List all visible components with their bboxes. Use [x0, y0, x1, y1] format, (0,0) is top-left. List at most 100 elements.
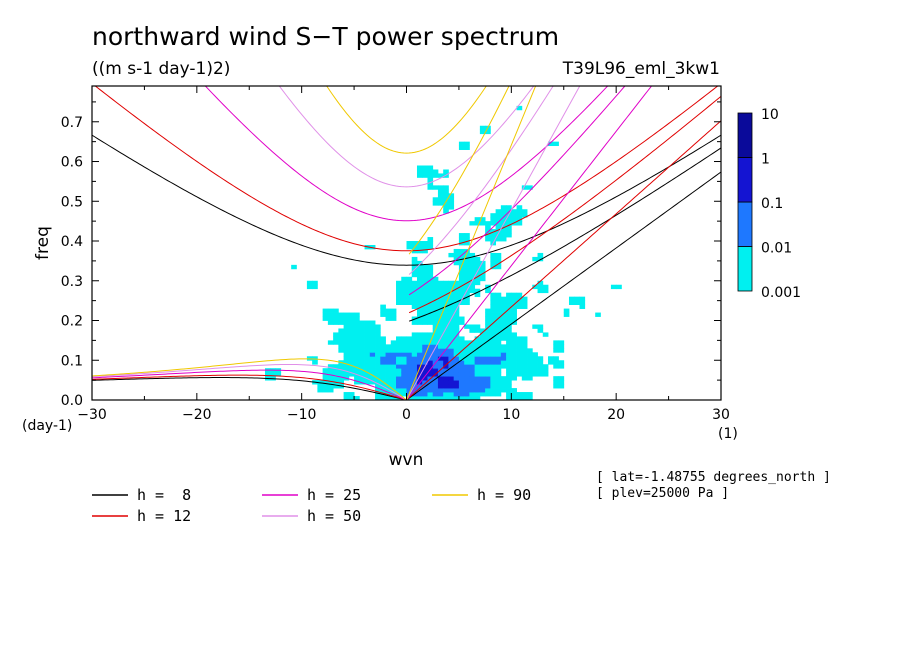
spectrum-cell: [369, 360, 376, 365]
spectrum-cell: [458, 264, 465, 270]
spectrum-cell: [516, 392, 523, 397]
spectrum-cell: [401, 372, 407, 377]
spectrum-cell: [453, 320, 460, 325]
spectrum-cell: [437, 328, 444, 333]
spectrum-cell: [453, 368, 460, 373]
spectrum-cell: [369, 336, 376, 341]
spectrum-cell: [500, 336, 507, 341]
spectrum-cell: [485, 320, 491, 325]
spectrum-cell: [558, 348, 565, 353]
spectrum-cell: [390, 316, 397, 321]
spectrum-cell: [579, 304, 586, 309]
spectrum-cell: [474, 260, 481, 266]
spectrum-cell: [396, 292, 402, 298]
spectrum-cell: [458, 260, 465, 266]
spectrum-cell: [416, 260, 423, 266]
spectrum-cell: [343, 312, 350, 317]
spectrum-cell: [495, 384, 502, 389]
kelvin-curve: [406, 120, 721, 400]
spectrum-cell: [474, 221, 481, 226]
spectrum-cell: [364, 336, 371, 341]
spectrum-cell: [354, 380, 360, 385]
x-unit-label: (1): [718, 426, 738, 442]
spectrum-cell: [443, 364, 449, 369]
spectrum-cell: [516, 304, 523, 309]
spectrum-cell: [264, 372, 271, 377]
spectrum-cell: [490, 229, 497, 234]
spectrum-cell: [568, 300, 575, 305]
colorbar-label: 10: [761, 107, 779, 123]
kelvin-curve: [406, 86, 537, 400]
spectrum-cell: [396, 384, 402, 389]
spectrum-cell: [553, 380, 559, 385]
spectrum-cell: [333, 312, 339, 317]
y-tick-label: 0.3: [61, 274, 83, 290]
spectrum-cell: [422, 292, 428, 298]
legend-label: h = 50: [307, 507, 361, 525]
spectrum-cell: [354, 340, 360, 345]
chart-title: northward wind S−T power spectrum: [92, 22, 559, 51]
spectrum-cell: [521, 356, 528, 361]
spectrum-cell: [364, 348, 371, 353]
spectrum-cell: [443, 296, 449, 302]
spectrum-cell: [327, 388, 334, 393]
spectrum-cell: [348, 392, 355, 397]
spectrum-cell: [500, 344, 507, 349]
spectrum-cell: [422, 173, 428, 178]
spectrum-cell: [458, 364, 465, 369]
spectrum-cell: [458, 237, 465, 242]
spectrum-cell: [458, 248, 465, 254]
spectrum-cell: [401, 392, 407, 397]
spectrum-cell: [448, 296, 455, 302]
spectrum-cell: [422, 376, 428, 381]
spectrum-cell: [427, 356, 434, 361]
spectrum-cell: [354, 368, 360, 373]
spectrum-cell: [537, 356, 544, 361]
spectrum-cell: [343, 372, 350, 377]
spectrum-cell: [537, 360, 544, 365]
spectrum-cell: [406, 300, 413, 305]
spectrum-cell: [527, 348, 533, 353]
spectrum-cell: [495, 256, 502, 262]
spectrum-cell: [406, 388, 413, 393]
spectrum-cell: [416, 241, 423, 246]
spectrum-cell: [464, 296, 470, 302]
spectrum-cell: [521, 396, 528, 400]
spectrum-cell: [427, 308, 434, 313]
spectrum-cell: [437, 376, 444, 381]
spectrum-cell: [485, 380, 491, 385]
spectrum-cell: [490, 256, 497, 262]
spectrum-cell: [354, 336, 360, 341]
plot-area: [91, 85, 722, 401]
spectrum-cell: [448, 320, 455, 325]
spectrum-cell: [464, 292, 470, 298]
spectrum-cell: [495, 320, 502, 325]
spectrum-cell: [333, 320, 339, 325]
spectrum-cell: [464, 252, 470, 258]
spectrum-cell: [448, 368, 455, 373]
spectrum-cell: [511, 344, 517, 349]
spectrum-cell: [495, 221, 502, 226]
spectrum-cell: [485, 237, 491, 242]
y-tick-label: 0.6: [61, 155, 83, 171]
spectrum-cell: [422, 284, 428, 290]
spectrum-cell: [453, 252, 460, 258]
spectrum-cell: [364, 332, 371, 337]
spectrum-cell: [464, 272, 470, 278]
spectrum-cell: [448, 384, 455, 389]
spectrum-cell: [516, 221, 523, 226]
spectrum-cell: [516, 396, 523, 400]
spectrum-cell: [495, 332, 502, 337]
spectrum-cell: [516, 213, 523, 218]
spectrum-cell: [453, 348, 460, 353]
spectrum-cell: [401, 360, 407, 365]
spectrum-cell: [432, 300, 439, 305]
spectrum-cell: [306, 280, 313, 286]
spectrum-cell: [364, 352, 371, 357]
spectrum-cell: [511, 372, 517, 377]
spectrum-cell: [416, 344, 423, 349]
spectrum-cell: [416, 372, 423, 377]
spectrum-cell: [464, 392, 470, 397]
spectrum-cell: [490, 384, 497, 389]
spectrum-cell: [390, 340, 397, 345]
